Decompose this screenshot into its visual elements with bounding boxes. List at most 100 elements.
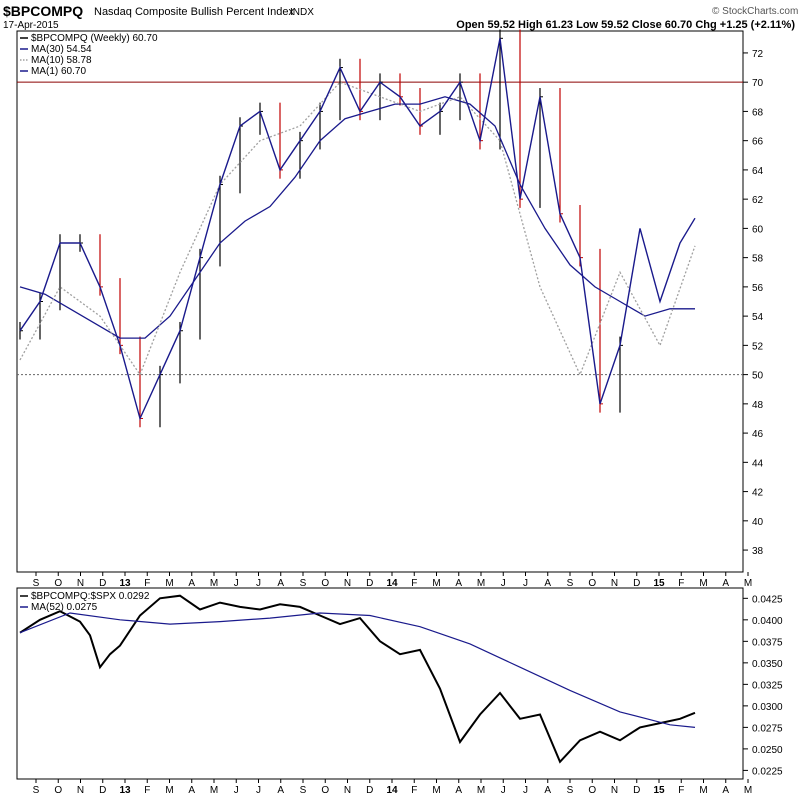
- main-ytick-label: 58: [752, 254, 764, 265]
- main-xtick-label: J: [256, 578, 261, 589]
- main-ytick-label: 40: [752, 517, 764, 528]
- watermark: © StockCharts.com: [712, 6, 798, 17]
- ratio-ytick-label: 0.0250: [752, 745, 783, 756]
- ratio-ytick-label: 0.0225: [752, 766, 783, 777]
- ratio-xtick-label: S: [300, 785, 307, 795]
- main-xtick-label: N: [344, 578, 351, 589]
- chart-date: 17-Apr-2015: [3, 20, 59, 31]
- main-xtick-label: D: [366, 578, 373, 589]
- main-xtick-label: M: [699, 578, 707, 589]
- main-xtick-label: N: [77, 578, 84, 589]
- ratio-ytick-label: 0.0350: [752, 659, 783, 670]
- main-xtick-label: M: [165, 578, 173, 589]
- legend-entry: $BPCOMPQ:$SPX 0.0292: [31, 591, 150, 602]
- main-xtick-label: J: [523, 578, 528, 589]
- ratio-ytick-label: 0.0300: [752, 702, 783, 713]
- ratio-xtick-label: A: [455, 785, 462, 795]
- ratio-xtick-label: F: [144, 785, 150, 795]
- main-xtick-label: A: [722, 578, 729, 589]
- ratio-xtick-label: J: [523, 785, 528, 795]
- main-ytick-label: 52: [752, 341, 764, 352]
- ratio-xtick-label: J: [501, 785, 506, 795]
- main-ytick-label: 70: [752, 78, 764, 89]
- ratio-xtick-label: N: [344, 785, 351, 795]
- main-ytick-label: 44: [752, 458, 764, 469]
- main-ytick-label: 66: [752, 137, 764, 148]
- series-ma-1-: [19, 38, 696, 421]
- ratio-xtick-label: J: [256, 785, 261, 795]
- ratio-xtick-label: A: [277, 785, 284, 795]
- main-xtick-label: F: [411, 578, 417, 589]
- legend-entry: MA(30) 54.54: [31, 44, 92, 55]
- ratio-series-ma-52-: [19, 612, 696, 728]
- ratio-xtick-label: D: [99, 785, 106, 795]
- chart-symbol: $BPCOMPQ: [3, 3, 83, 19]
- ratio-xtick-label: A: [188, 785, 195, 795]
- main-ytick-label: 54: [752, 312, 764, 323]
- ratio-xtick-label: F: [411, 785, 417, 795]
- main-xtick-label: D: [99, 578, 106, 589]
- main-panel-frame: [16, 30, 744, 573]
- main-xtick-label: F: [144, 578, 150, 589]
- ratio-xtick-label: S: [567, 785, 574, 795]
- main-xtick-label: J: [234, 578, 239, 589]
- main-ytick-label: 38: [752, 546, 764, 557]
- ratio-xtick-label: 15: [653, 785, 665, 795]
- main-ytick-label: 72: [752, 49, 764, 60]
- chart-name: Nasdaq Composite Bullish Percent Index: [94, 6, 294, 18]
- ratio-xtick-label: M: [477, 785, 485, 795]
- series-ma-30-: [19, 96, 695, 339]
- ratio-xtick-label: N: [77, 785, 84, 795]
- ratio-ytick-label: 0.0275: [752, 723, 783, 734]
- main-ytick-label: 62: [752, 195, 764, 206]
- main-xtick-label: 15: [653, 578, 665, 589]
- ratio-xtick-label: O: [321, 785, 329, 795]
- ratio-ytick-label: 0.0400: [752, 616, 783, 627]
- main-ytick-label: 42: [752, 488, 764, 499]
- main-xtick-label: 14: [386, 578, 398, 589]
- main-xtick-label: F: [678, 578, 684, 589]
- ratio-xtick-label: F: [678, 785, 684, 795]
- legend-entry: MA(1) 60.70: [31, 66, 86, 77]
- ratio-xtick-label: J: [234, 785, 239, 795]
- main-ytick-label: 68: [752, 107, 764, 118]
- main-xtick-label: O: [588, 578, 596, 589]
- main-xtick-label: M: [744, 578, 752, 589]
- ratio-xtick-label: M: [432, 785, 440, 795]
- legend-entry: MA(10) 58.78: [31, 55, 92, 66]
- ratio-xtick-label: D: [633, 785, 640, 795]
- legend-entry: $BPCOMPQ (Weekly) 60.70: [31, 33, 158, 44]
- main-xtick-label: O: [54, 578, 62, 589]
- ratio-xtick-label: 13: [119, 785, 131, 795]
- main-xtick-label: M: [432, 578, 440, 589]
- main-xtick-label: 13: [119, 578, 131, 589]
- main-ytick-label: 46: [752, 429, 764, 440]
- main-xtick-label: D: [633, 578, 640, 589]
- ratio-xtick-label: A: [722, 785, 729, 795]
- ratio-xtick-label: M: [210, 785, 218, 795]
- main-ytick-label: 60: [752, 224, 764, 235]
- ratio-series--bpcompq-spx: [19, 594, 696, 764]
- quote-line: Open 59.52 High 61.23 Low 59.52 Close 60…: [456, 19, 795, 31]
- ratio-xtick-label: M: [744, 785, 752, 795]
- ratio-xtick-label: 14: [386, 785, 398, 795]
- main-ytick-label: 56: [752, 283, 764, 294]
- ratio-xtick-label: M: [165, 785, 173, 795]
- chart-exchange: INDX: [290, 7, 314, 18]
- ratio-panel-frame: [16, 587, 744, 780]
- ratio-ytick-label: 0.0375: [752, 637, 783, 648]
- main-xtick-label: J: [501, 578, 506, 589]
- main-xtick-label: A: [188, 578, 195, 589]
- ratio-ytick-label: 0.0325: [752, 680, 783, 691]
- ratio-xtick-label: S: [33, 785, 40, 795]
- main-xtick-label: S: [33, 578, 40, 589]
- ratio-xtick-label: O: [588, 785, 596, 795]
- ratio-ytick-label: 0.0425: [752, 594, 783, 605]
- ratio-xtick-label: N: [611, 785, 618, 795]
- ratio-xtick-label: O: [54, 785, 62, 795]
- main-xtick-label: A: [544, 578, 551, 589]
- main-xtick-label: S: [567, 578, 574, 589]
- main-xtick-label: M: [210, 578, 218, 589]
- main-xtick-label: O: [321, 578, 329, 589]
